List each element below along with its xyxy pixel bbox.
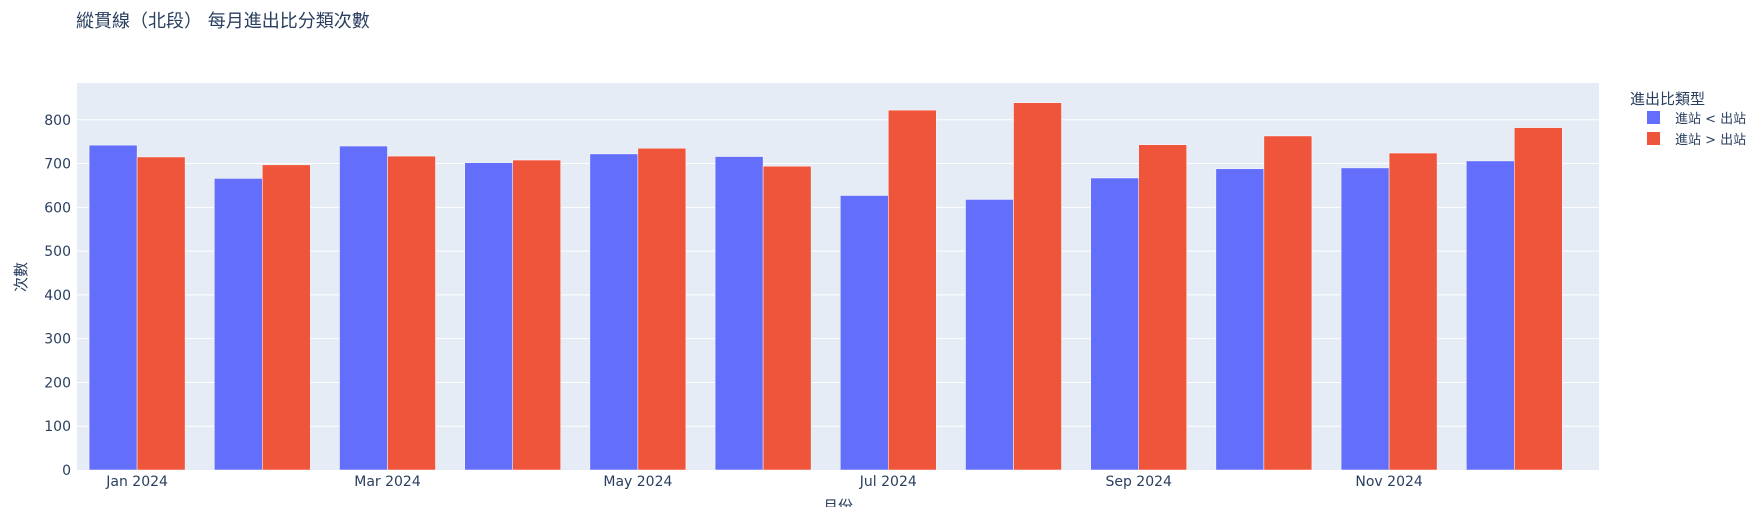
bar[interactable] [1138, 144, 1187, 471]
bar[interactable] [888, 109, 937, 471]
gridlines [77, 119, 1599, 427]
legend-title: 進出比類型 [1630, 90, 1705, 108]
bar[interactable] [464, 162, 513, 471]
bar[interactable] [1013, 102, 1062, 471]
legend-item-label[interactable]: 進站 < 出站 [1675, 112, 1746, 127]
y-tick-label: 600 [44, 200, 71, 216]
bar[interactable] [1215, 168, 1265, 471]
bar[interactable] [762, 165, 812, 471]
bar[interactable] [1340, 167, 1390, 471]
x-tick-label: Nov 2024 [1355, 474, 1422, 490]
bar[interactable] [840, 195, 889, 471]
bar[interactable] [1090, 177, 1139, 471]
x-axis-title: 月份 [823, 497, 853, 507]
chart-title: 縱貫線（北段） 每月進出比分類次數 [76, 11, 370, 32]
legend-item-label[interactable]: 進站 > 出站 [1675, 133, 1746, 148]
x-tick-label: Sep 2024 [1105, 474, 1172, 490]
y-tick-label: 700 [44, 157, 71, 173]
y-tick-label: 800 [44, 113, 71, 129]
y-tick-label: 0 [62, 463, 71, 479]
bar[interactable] [1388, 152, 1438, 471]
y-tick-label: 500 [44, 244, 71, 260]
bar[interactable] [136, 156, 186, 471]
x-tick-label: Mar 2024 [354, 474, 421, 490]
bar[interactable] [512, 159, 561, 471]
bar[interactable] [88, 144, 138, 471]
bar[interactable] [589, 153, 639, 471]
bar[interactable] [214, 178, 263, 471]
y-tick-label: 200 [44, 375, 71, 391]
y-tick-label: 400 [44, 288, 71, 304]
legend-swatch[interactable] [1647, 132, 1660, 145]
bar[interactable] [965, 199, 1014, 471]
bar[interactable] [1466, 160, 1515, 471]
y-tick-label: 300 [44, 332, 71, 348]
x-axis-ticks: Jan 2024 Mar 2024 May 2024 Jul 2024 Sep 2024… [105, 474, 1423, 490]
bar[interactable] [637, 147, 687, 471]
bars [88, 102, 1563, 471]
bar[interactable] [262, 164, 311, 471]
bar[interactable] [1514, 127, 1563, 471]
x-tick-label: May 2024 [603, 474, 672, 490]
y-axis-title: 次數 [12, 262, 30, 292]
bar[interactable] [714, 156, 764, 471]
x-tick-label: Jan 2024 [105, 474, 168, 490]
bar[interactable] [387, 155, 436, 471]
bar[interactable] [1263, 135, 1313, 471]
bar[interactable] [339, 145, 388, 471]
x-tick-label: Jul 2024 [859, 474, 917, 490]
legend-swatch[interactable] [1647, 111, 1660, 124]
y-axis-ticks: 0 100 200 300 400 500 600 700 800 [44, 113, 71, 479]
y-tick-label: 100 [44, 419, 71, 435]
